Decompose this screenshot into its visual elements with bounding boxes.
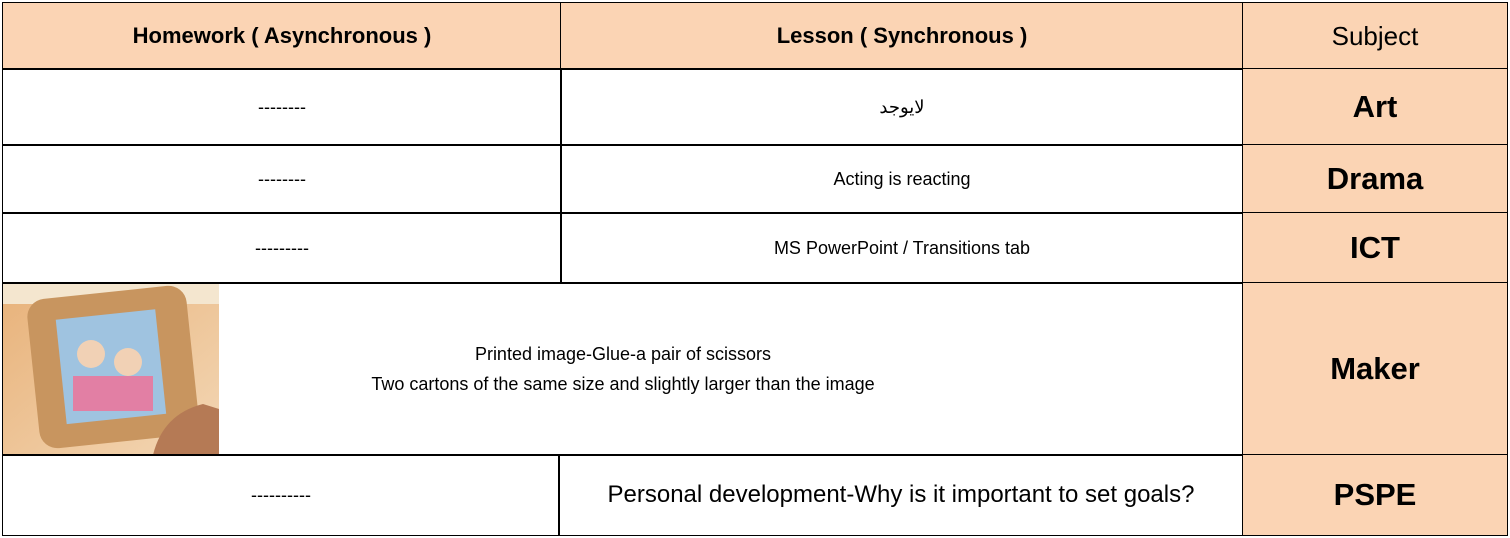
homework-cell: --------- xyxy=(2,212,562,284)
subject-cell: PSPE xyxy=(1242,454,1508,536)
lesson-line: Printed image-Glue-a pair of scissors xyxy=(474,344,772,364)
subject-cell: Maker xyxy=(1242,282,1508,456)
subject-cell: ICT xyxy=(1242,212,1508,284)
lesson-cell: MS PowerPoint / Transitions tab xyxy=(560,212,1244,284)
header-subject: Subject xyxy=(1242,2,1508,70)
homework-cell: -------- xyxy=(2,144,562,214)
lesson-line: Two cartons of the same size and slightl… xyxy=(371,374,875,394)
homework-cell: ---------- xyxy=(2,454,560,536)
subject-cell: Drama xyxy=(1242,144,1508,214)
lesson-cell: Acting is reacting xyxy=(560,144,1244,214)
lesson-cell: Printed image-Glue-a pair of scissors Tw… xyxy=(2,282,1244,456)
header-lesson: Lesson ( Synchronous ) xyxy=(560,2,1244,70)
lesson-cell: لايوجد xyxy=(560,68,1244,146)
homework-cell: -------- xyxy=(2,68,562,146)
subject-cell: Art xyxy=(1242,68,1508,146)
lesson-cell: Personal development-Why is it important… xyxy=(558,454,1244,536)
header-homework: Homework ( Asynchronous ) xyxy=(2,2,562,70)
maker-image xyxy=(3,284,219,455)
